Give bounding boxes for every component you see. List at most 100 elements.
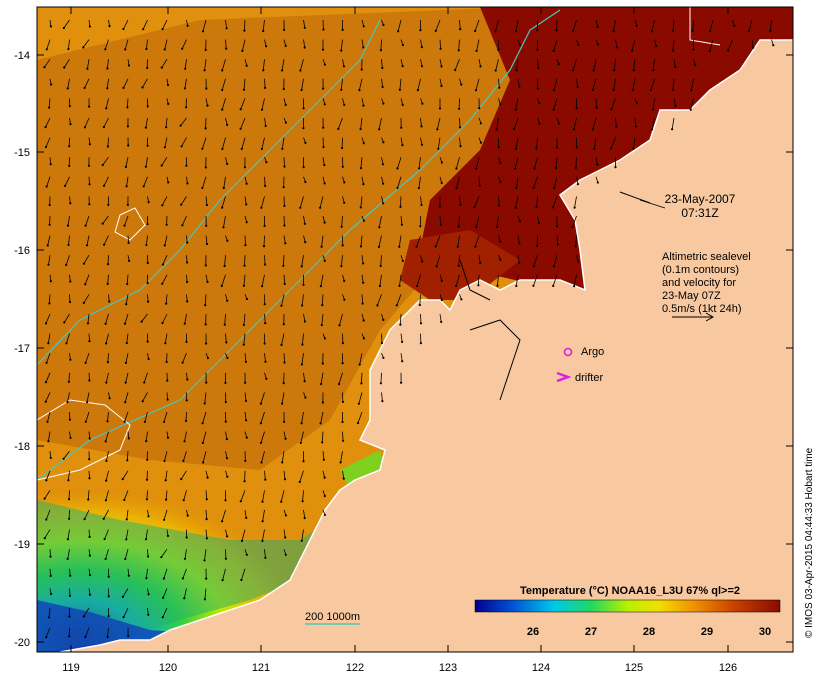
velocity-arrow-head <box>186 24 189 27</box>
velocity-arrow-head <box>592 69 595 72</box>
velocity-arrow <box>107 274 109 284</box>
velocity-arrow-head <box>343 181 346 184</box>
velocity-arrow-head <box>556 243 559 246</box>
velocity-arrow <box>204 294 207 306</box>
velocity-arrow <box>126 509 129 520</box>
velocity-arrow-head <box>323 63 326 66</box>
velocity-arrow-head <box>440 298 443 302</box>
velocity-arrow <box>49 568 52 576</box>
velocity-arrow <box>282 255 285 266</box>
velocity-arrow-head <box>265 45 268 48</box>
velocity-arrow <box>283 470 286 480</box>
velocity-arrow <box>67 529 70 540</box>
velocity-arrow-head <box>440 320 443 323</box>
velocity-arrow <box>420 117 422 127</box>
velocity-arrow <box>321 294 324 306</box>
velocity-arrow-head <box>322 28 325 31</box>
velocity-arrow-head <box>420 203 423 206</box>
velocity-arrow <box>537 215 540 224</box>
velocity-arrow <box>241 529 246 542</box>
velocity-arrow-head <box>45 479 48 482</box>
velocity-arrow-head <box>401 259 404 262</box>
velocity-arrow-head <box>615 125 618 128</box>
velocity-arrow-head <box>459 145 462 148</box>
velocity-arrow-head <box>121 478 124 481</box>
velocity-arrow <box>341 215 343 227</box>
velocity-arrow-head <box>49 456 52 459</box>
velocity-arrow-head <box>264 556 267 559</box>
velocity-arrow <box>105 431 109 442</box>
velocity-arrow-head <box>103 243 106 246</box>
velocity-arrow <box>400 59 403 67</box>
velocity-arrow <box>87 313 90 324</box>
velocity-arrow <box>456 176 460 189</box>
velocity-arrow-head <box>244 399 248 402</box>
velocity-arrow-head <box>244 381 247 384</box>
velocity-arrow-head <box>536 48 539 51</box>
velocity-arrow <box>146 39 148 50</box>
velocity-arrow <box>205 274 208 282</box>
velocity-arrow-head <box>101 222 104 225</box>
velocity-arrow <box>261 274 265 287</box>
velocity-arrow-head <box>185 536 188 539</box>
velocity-arrow <box>242 39 246 51</box>
credit-text: © IMOS 03-Apr-2015 04:44:33 Hobart time <box>804 447 815 638</box>
velocity-arrow-head <box>303 46 306 49</box>
velocity-arrow <box>183 451 187 462</box>
velocity-arrow-head <box>125 518 128 521</box>
velocity-arrow <box>690 98 694 110</box>
velocity-arrow-head <box>86 322 90 325</box>
velocity-arrow <box>300 59 304 71</box>
velocity-arrow-head <box>632 147 635 150</box>
velocity-arrow <box>204 588 207 600</box>
altimetry-line: (0.1m contours) <box>662 264 739 276</box>
velocity-arrow-head <box>205 203 208 207</box>
velocity-arrow <box>223 215 226 228</box>
velocity-arrow-head <box>514 147 518 150</box>
velocity-arrow <box>85 411 90 422</box>
velocity-arrow-head <box>283 165 286 168</box>
velocity-arrow-head <box>66 557 69 561</box>
velocity-arrow <box>381 333 383 344</box>
velocity-arrow-head <box>222 226 225 229</box>
velocity-arrow-head <box>304 396 307 399</box>
velocity-arrow-head <box>88 593 92 596</box>
velocity-arrow <box>553 176 558 189</box>
velocity-arrow-head <box>67 498 71 501</box>
velocity-arrow-head <box>182 499 185 502</box>
velocity-arrow-head <box>147 300 150 303</box>
velocity-arrow <box>361 176 364 185</box>
velocity-arrow <box>400 353 403 362</box>
velocity-arrow-head <box>382 102 385 105</box>
velocity-arrow <box>142 392 148 402</box>
velocity-arrow-head <box>438 205 441 208</box>
velocity-arrow <box>533 176 538 188</box>
velocity-arrow-head <box>103 537 106 541</box>
velocity-arrow-head <box>674 65 677 69</box>
velocity-arrow-head <box>106 282 109 285</box>
velocity-arrow-head <box>474 89 478 92</box>
velocity-arrow-head <box>186 280 189 284</box>
velocity-arrow-head <box>379 382 382 385</box>
velocity-arrow-head <box>141 86 144 89</box>
velocity-arrow-head <box>88 203 91 206</box>
velocity-arrow-head <box>494 69 497 72</box>
velocity-arrow-head <box>341 28 344 31</box>
velocity-arrow <box>533 274 538 286</box>
velocity-arrow <box>102 156 109 166</box>
velocity-arrow <box>361 255 364 264</box>
velocity-arrow <box>594 137 597 149</box>
velocity-arrow <box>319 196 324 208</box>
velocity-arrow <box>83 254 90 264</box>
velocity-arrow <box>186 235 188 243</box>
velocity-arrow-head <box>185 399 188 402</box>
velocity-arrow-head <box>226 162 229 165</box>
velocity-arrow <box>123 19 129 30</box>
velocity-arrow-head <box>358 89 361 92</box>
velocity-arrow-head <box>124 48 127 51</box>
velocity-arrow-head <box>47 440 50 443</box>
velocity-arrow <box>202 431 207 444</box>
velocity-arrow-head <box>245 182 248 185</box>
y-tick-label: -17 <box>14 343 30 355</box>
velocity-arrow-head <box>381 66 384 70</box>
